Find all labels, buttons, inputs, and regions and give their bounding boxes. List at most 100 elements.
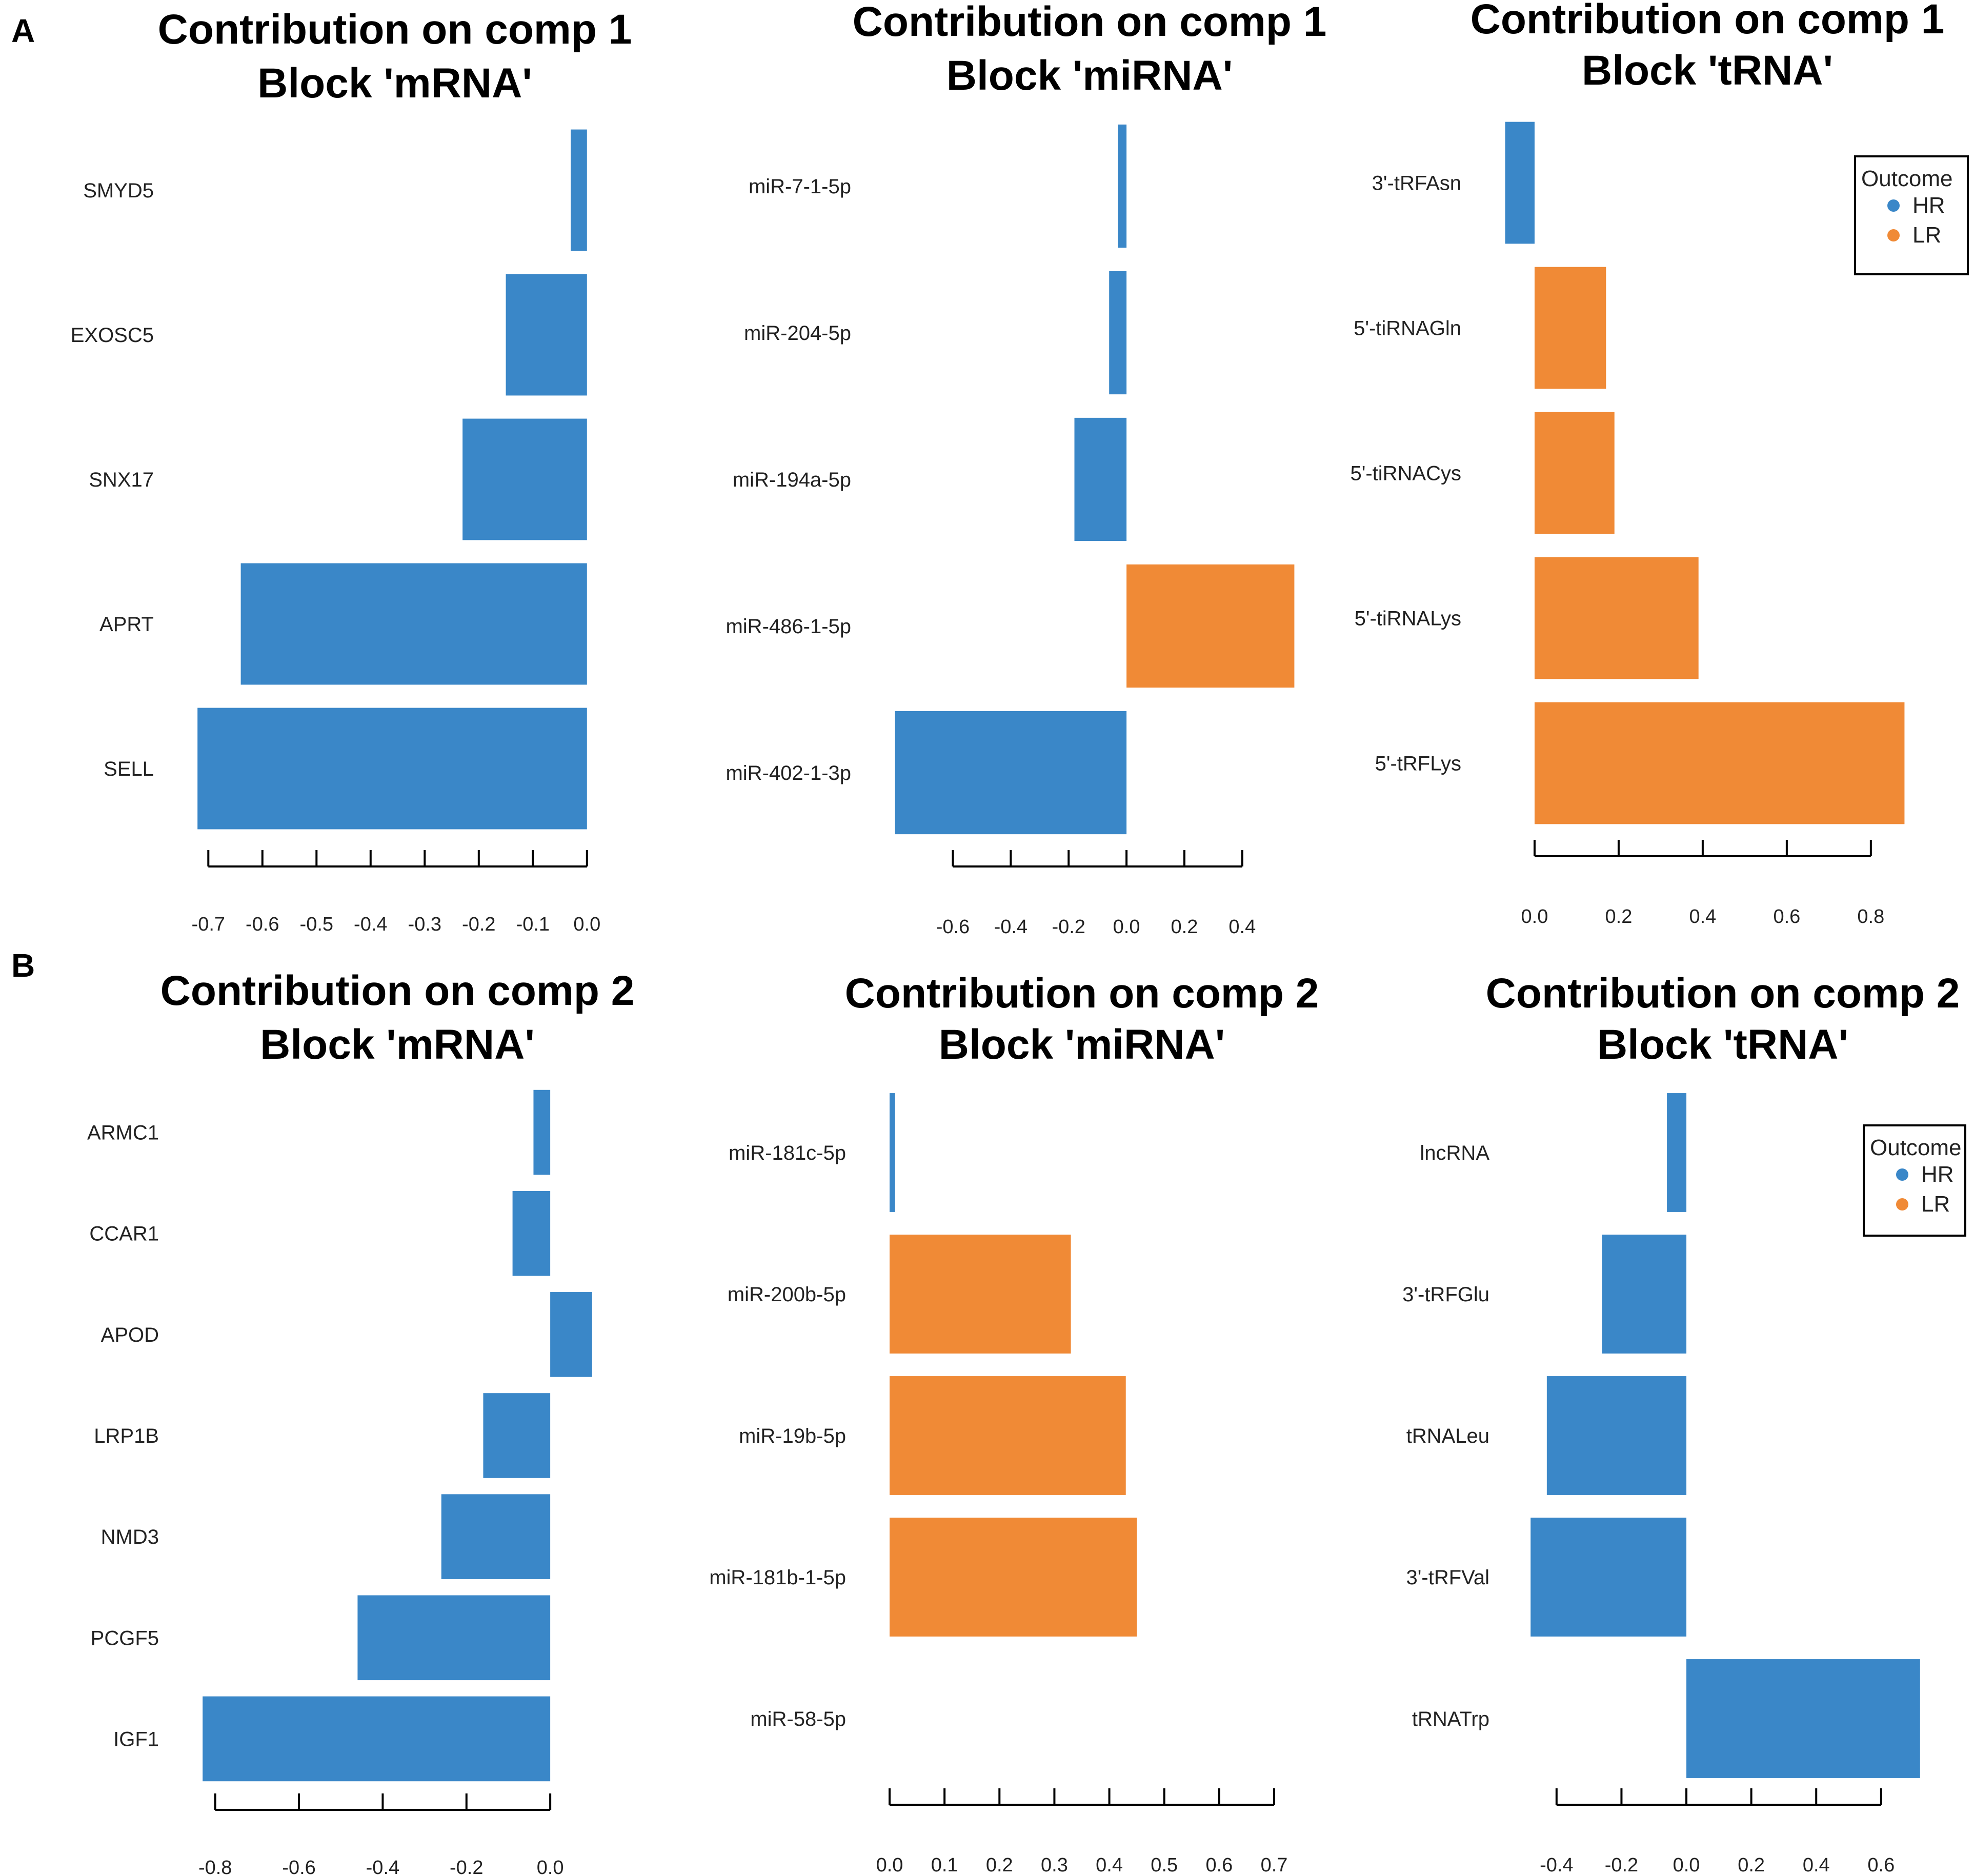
x-tick-label: 0.0	[1673, 1854, 1700, 1876]
x-tick-label: 0.2	[1738, 1854, 1765, 1876]
category-label: tRNALeu	[1406, 1425, 1489, 1447]
bar-IGF1	[203, 1696, 551, 1782]
x-tick-label: -0.4	[354, 914, 387, 935]
legend-marker-LR	[1887, 229, 1900, 241]
chart-title-line-2: Block 'mRNA'	[260, 1021, 535, 1068]
category-label: 5'-tiRNAGln	[1354, 317, 1461, 340]
bar-APOD	[550, 1292, 592, 1377]
category-label: miR-402-1-3p	[726, 762, 851, 784]
x-tick-label: 0.8	[1857, 906, 1884, 927]
x-tick-label: -0.1	[516, 914, 550, 935]
chart-title-line-1: Contribution on comp 2	[1486, 970, 1960, 1017]
chart-panel-4: Contribution on comp 2 Block 'mRNA' ARMC1 C…	[87, 967, 634, 1876]
chart-panel-1: Contribution on comp 1 Block 'mRNA' SMYD5 E…	[71, 6, 632, 935]
charts-container: Contribution on comp 1 Block 'mRNA' SMYD5 E…	[71, 0, 1969, 1876]
legend-label-LR: LR	[1921, 1192, 1950, 1217]
bar-miR-194a-5p	[1074, 417, 1127, 541]
x-tick-label: -0.5	[300, 914, 333, 935]
bar-miR-204-5p	[1109, 271, 1127, 395]
category-label: LRP1B	[94, 1425, 159, 1447]
legend-title: Outcome	[1870, 1135, 1962, 1160]
x-tick-label: -0.6	[246, 914, 279, 935]
chart-title-line-2: Block 'tRNA'	[1582, 47, 1833, 94]
x-tick-label: 0.0	[573, 914, 600, 935]
bar-5'-tiRNAGln	[1534, 267, 1606, 389]
bar-3'-tRFAsn	[1505, 122, 1535, 244]
bar-5'-tiRNACys	[1534, 412, 1615, 534]
x-tick-label: 0.7	[1261, 1854, 1288, 1876]
x-tick-label: -0.4	[1540, 1854, 1573, 1876]
category-label: EXOSC5	[71, 324, 154, 347]
category-label: SELL	[104, 758, 154, 780]
x-tick-label: 0.5	[1151, 1854, 1178, 1876]
x-tick-label: -0.2	[1052, 916, 1085, 938]
x-tick-label: -0.8	[198, 1857, 232, 1876]
x-tick-label: -0.6	[936, 916, 970, 938]
chart-title-line-2: Block 'miRNA'	[946, 52, 1233, 99]
category-label: APOD	[101, 1324, 159, 1346]
x-tick-label: 0.0	[1521, 906, 1548, 927]
category-label: miR-486-1-5p	[726, 615, 851, 638]
category-label: miR-181b-1-5p	[709, 1566, 846, 1589]
bar-tRNATrp	[1686, 1659, 1920, 1778]
category-label: miR-19b-5p	[739, 1425, 846, 1447]
bar-5'-tiRNALys	[1534, 557, 1699, 679]
bar-NMD3	[441, 1494, 551, 1579]
chart-title-line-1: Contribution on comp 2	[160, 967, 635, 1014]
bar-5'-tRFLys	[1534, 702, 1905, 824]
x-tick-label: 0.4	[1228, 916, 1256, 938]
legend-label-HR: HR	[1921, 1162, 1954, 1187]
x-tick-label: 0.0	[1113, 916, 1140, 938]
category-label: miR-7-1-5p	[749, 175, 851, 198]
bar-APRT	[240, 563, 587, 685]
x-tick-label: -0.7	[192, 914, 225, 935]
x-tick-label: -0.3	[408, 914, 441, 935]
category-label: tRNATrp	[1412, 1708, 1489, 1730]
category-label: miR-200b-5p	[728, 1283, 846, 1306]
legend-marker-HR	[1896, 1168, 1908, 1181]
bar-miR-200b-5p	[890, 1235, 1071, 1354]
bar-lncRNA	[1667, 1093, 1687, 1212]
bar-miR-181b-1-5p	[890, 1518, 1137, 1637]
chart-title-line-2: Block 'miRNA'	[939, 1021, 1225, 1068]
x-tick-label: 0.0	[537, 1857, 564, 1876]
x-tick-label: 0.6	[1867, 1854, 1895, 1876]
x-tick-label: -0.2	[462, 914, 495, 935]
x-tick-label: 0.1	[931, 1854, 958, 1876]
bar-ARMC1	[533, 1090, 551, 1175]
x-tick-label: 0.0	[876, 1854, 903, 1876]
bar-SELL	[197, 708, 587, 830]
category-label: IGF1	[113, 1728, 159, 1750]
category-label: SNX17	[89, 469, 154, 491]
x-tick-label: 0.2	[986, 1854, 1013, 1876]
x-tick-label: 0.6	[1205, 1854, 1233, 1876]
x-tick-label: -0.2	[1605, 1854, 1638, 1876]
chart-title-line-1: Contribution on comp 2	[845, 970, 1319, 1017]
x-tick-label: 0.2	[1605, 906, 1633, 927]
bar-SNX17	[462, 418, 587, 540]
category-label: miR-58-5p	[750, 1708, 846, 1730]
chart-panel-2: Contribution on comp 1 Block 'miRNA' miR-7…	[726, 0, 1326, 938]
category-label: SMYD5	[83, 179, 154, 202]
bar-3'-tRFVal	[1530, 1518, 1687, 1637]
category-label: PCGF5	[91, 1627, 159, 1649]
panel-label-a: A	[11, 12, 35, 49]
legend-label-HR: HR	[1912, 193, 1945, 218]
chart-title-line-1: Contribution on comp 1	[1471, 0, 1945, 43]
category-label: miR-204-5p	[744, 322, 851, 345]
legend-label-LR: LR	[1912, 223, 1941, 248]
x-tick-label: 0.6	[1773, 906, 1800, 927]
x-tick-label: 0.4	[1803, 1854, 1830, 1876]
category-label: 3'-tRFVal	[1406, 1566, 1489, 1589]
legend-marker-HR	[1887, 199, 1900, 212]
bar-PCGF5	[357, 1595, 551, 1681]
category-label: 5'-tiRNALys	[1355, 608, 1461, 630]
category-label: 3'-tRFAsn	[1372, 172, 1461, 195]
bar-miR-7-1-5p	[1118, 124, 1127, 248]
chart-title-line-1: Contribution on comp 1	[853, 0, 1327, 45]
